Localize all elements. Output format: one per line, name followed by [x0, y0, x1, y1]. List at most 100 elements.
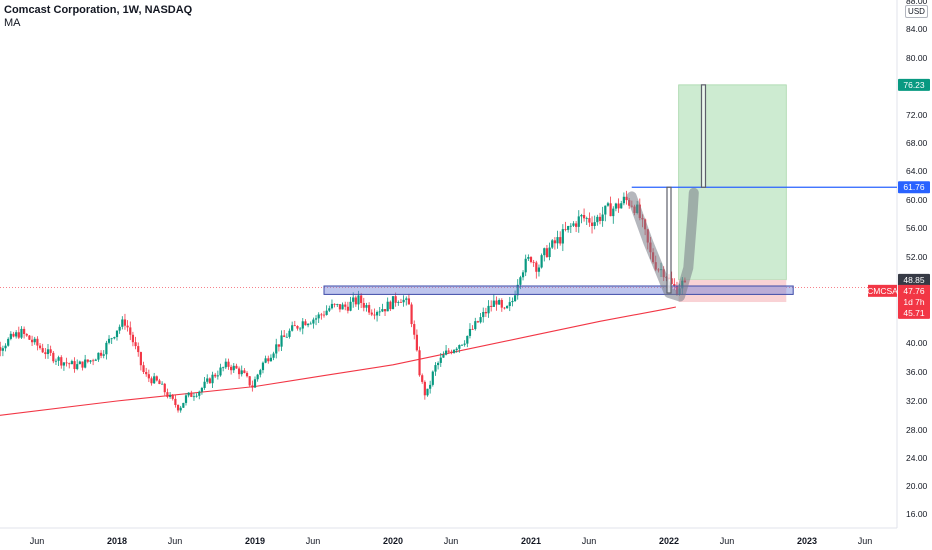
candle-body	[280, 335, 283, 347]
candle-body	[492, 300, 495, 307]
candle-body	[251, 385, 254, 388]
candle-body	[126, 325, 129, 328]
candle-body	[559, 237, 562, 244]
candle-body	[227, 361, 230, 367]
candle-body	[33, 338, 36, 343]
x-tick-label: Jun	[582, 536, 597, 546]
measure-bar	[700, 84, 707, 188]
y-tick-label: 52.00	[906, 252, 928, 262]
chart-title[interactable]: Comcast Corporation, 1W, NASDAQ	[4, 4, 193, 16]
currency-badge[interactable]: USD	[905, 5, 928, 18]
candle-body	[99, 352, 103, 356]
candle-body	[134, 342, 137, 347]
candle-body	[614, 203, 618, 209]
candle-body	[200, 387, 204, 392]
candle-body	[482, 311, 485, 318]
candle-body	[288, 330, 291, 337]
indicator-label[interactable]: MA	[4, 17, 21, 29]
candle-body	[301, 321, 304, 329]
candle-body	[256, 374, 259, 380]
candle-body	[405, 298, 408, 300]
price-label-bg	[898, 273, 930, 286]
candle-body	[36, 338, 39, 346]
price-label: 47.76	[903, 286, 925, 296]
candle-body	[476, 321, 480, 323]
candle-body	[569, 225, 572, 227]
candle-body	[166, 392, 169, 397]
candle-body	[176, 405, 180, 411]
candle-body	[365, 305, 368, 308]
candle-body	[243, 370, 246, 373]
candle-body	[532, 261, 535, 263]
candle-body	[195, 395, 198, 397]
candle-body	[150, 378, 153, 384]
candle-body	[423, 381, 426, 396]
price-label-bg	[898, 306, 930, 319]
candle-body	[479, 317, 482, 323]
candle-body	[670, 278, 673, 285]
candle-body	[62, 362, 66, 366]
candle-body	[402, 299, 405, 303]
candle-body	[349, 301, 352, 311]
price-label-bg	[898, 78, 930, 91]
price-label: 76.23	[903, 80, 925, 90]
candle-body	[508, 302, 511, 307]
candle-body	[498, 300, 501, 305]
candle-body	[442, 354, 445, 358]
y-tick-label: 36.00	[906, 367, 928, 377]
candle-body	[524, 258, 527, 273]
candle-body	[309, 323, 312, 325]
x-tick-label: 2020	[383, 536, 403, 546]
candle-body	[253, 379, 257, 388]
x-tick-label: 2021	[521, 536, 541, 546]
candle-body	[179, 407, 182, 411]
candle-body	[325, 310, 328, 315]
candle-body	[593, 222, 596, 226]
candle-body	[450, 351, 453, 353]
candle-body	[362, 302, 365, 308]
candle-body	[171, 394, 174, 399]
candle-body	[139, 352, 142, 366]
candle-body	[94, 359, 97, 361]
candle-body	[588, 218, 591, 223]
candle-body	[182, 402, 185, 408]
candle-body	[598, 216, 602, 221]
x-tick-label: Jun	[30, 536, 45, 546]
countdown-bg	[898, 295, 930, 308]
candle-body	[535, 262, 538, 272]
candle-body	[23, 328, 26, 334]
moving-average-line	[0, 306, 677, 416]
candle-body	[604, 205, 607, 215]
candle-body	[7, 338, 10, 346]
candle-body	[15, 332, 18, 337]
price-label-bg	[898, 284, 930, 297]
candle-body	[394, 296, 397, 303]
candle-body	[97, 352, 100, 360]
candle-body	[612, 208, 615, 217]
candle-body	[293, 325, 296, 327]
candle-body	[484, 311, 487, 314]
candle-body	[561, 229, 564, 244]
candle-body	[537, 267, 541, 272]
candle-body	[378, 311, 381, 313]
candle-body	[389, 301, 392, 310]
x-tick-label: Jun	[720, 536, 735, 546]
candle-body	[527, 257, 530, 259]
candle-body	[368, 305, 371, 313]
candle-body	[415, 334, 418, 351]
candle-body	[375, 312, 379, 316]
candle-body	[620, 203, 623, 209]
candle-body	[452, 349, 456, 353]
candle-body	[20, 328, 23, 338]
candle-body	[320, 314, 323, 316]
candle-body	[407, 298, 411, 305]
candle-body	[336, 304, 339, 305]
candle-body	[163, 383, 166, 393]
candle-body	[113, 337, 116, 339]
candle-body	[317, 314, 320, 319]
candle-body	[275, 344, 278, 354]
candle-body	[564, 229, 567, 230]
x-tick-label: Jun	[306, 536, 321, 546]
candle-body	[500, 300, 503, 308]
